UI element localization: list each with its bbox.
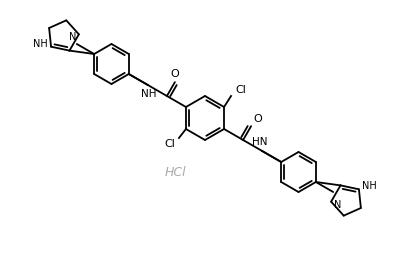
Text: O: O xyxy=(170,69,179,79)
Text: N: N xyxy=(334,200,342,210)
Text: Cl: Cl xyxy=(164,139,175,149)
Text: NH: NH xyxy=(34,39,48,49)
Text: NH: NH xyxy=(141,89,156,99)
Text: O: O xyxy=(253,114,262,124)
Text: Cl: Cl xyxy=(235,85,246,95)
Text: HCl: HCl xyxy=(164,165,186,178)
Text: N: N xyxy=(69,32,76,42)
Text: HN: HN xyxy=(253,137,268,147)
Text: NH: NH xyxy=(362,181,377,191)
